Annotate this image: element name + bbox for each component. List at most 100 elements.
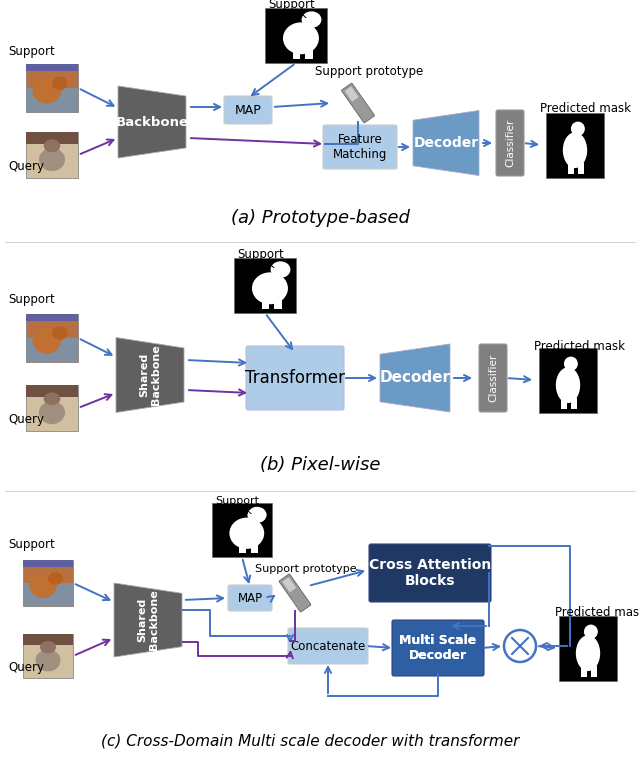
Text: Backbone: Backbone: [115, 115, 189, 129]
Ellipse shape: [564, 356, 578, 371]
Ellipse shape: [44, 139, 60, 152]
Bar: [212, 503, 272, 557]
Text: Support: Support: [8, 293, 55, 306]
FancyBboxPatch shape: [228, 585, 272, 611]
Bar: [251, 543, 258, 553]
Text: Predicted mask: Predicted mask: [555, 606, 640, 619]
Bar: [23, 560, 73, 567]
Text: MAP: MAP: [235, 104, 261, 117]
Ellipse shape: [571, 121, 585, 136]
FancyBboxPatch shape: [224, 96, 272, 124]
Polygon shape: [118, 86, 186, 158]
Polygon shape: [413, 111, 479, 176]
Ellipse shape: [271, 262, 291, 278]
Text: (a) Prototype-based: (a) Prototype-based: [230, 209, 410, 227]
Ellipse shape: [44, 393, 60, 406]
Bar: [26, 64, 78, 71]
Bar: [262, 299, 269, 309]
Bar: [561, 398, 567, 409]
Bar: [275, 299, 282, 309]
Text: MAP: MAP: [237, 591, 262, 604]
Ellipse shape: [39, 148, 65, 171]
Text: Support: Support: [8, 538, 55, 551]
Bar: [26, 88, 78, 112]
Bar: [305, 49, 313, 58]
Bar: [591, 666, 597, 677]
Bar: [23, 634, 73, 678]
Bar: [265, 8, 327, 62]
Text: mask: mask: [244, 258, 276, 271]
Bar: [234, 258, 296, 312]
Text: Support prototype: Support prototype: [315, 65, 423, 78]
Ellipse shape: [33, 327, 61, 353]
Bar: [293, 49, 300, 58]
Polygon shape: [380, 344, 450, 412]
Text: Classifier: Classifier: [505, 119, 515, 167]
Bar: [26, 314, 78, 362]
Bar: [572, 398, 577, 409]
Bar: [26, 385, 78, 396]
Text: Transformer: Transformer: [245, 369, 345, 387]
Text: Shared
Backbone: Shared Backbone: [137, 590, 159, 650]
Ellipse shape: [229, 518, 264, 549]
FancyBboxPatch shape: [369, 544, 491, 602]
Ellipse shape: [29, 572, 57, 598]
Ellipse shape: [584, 625, 598, 639]
Ellipse shape: [39, 401, 65, 424]
Polygon shape: [116, 337, 184, 412]
Text: Concatenate: Concatenate: [291, 640, 365, 653]
Text: mask: mask: [276, 8, 308, 21]
Text: mask: mask: [222, 506, 252, 516]
Bar: [581, 666, 587, 677]
Ellipse shape: [52, 327, 68, 340]
Text: Classifier: Classifier: [488, 354, 498, 402]
FancyBboxPatch shape: [279, 574, 311, 612]
Ellipse shape: [33, 77, 61, 104]
Text: Query: Query: [8, 661, 44, 674]
Bar: [23, 560, 73, 606]
Text: Decoder: Decoder: [413, 136, 479, 150]
Bar: [26, 132, 78, 178]
Text: Predicted mask: Predicted mask: [534, 340, 625, 353]
Text: (c) Cross-Domain Multi scale decoder with transformer: (c) Cross-Domain Multi scale decoder wit…: [101, 733, 519, 748]
Bar: [26, 132, 78, 143]
Ellipse shape: [252, 272, 288, 304]
Text: Multi Scale
Decoder: Multi Scale Decoder: [399, 634, 477, 662]
Bar: [539, 347, 597, 412]
Text: Feature
Matching: Feature Matching: [333, 133, 387, 161]
Polygon shape: [398, 622, 478, 674]
Ellipse shape: [301, 11, 321, 28]
Text: Support: Support: [268, 0, 315, 11]
Ellipse shape: [52, 77, 68, 90]
Text: Decoder: Decoder: [380, 371, 451, 386]
Text: Multi Scale
Decoder: Multi Scale Decoder: [399, 634, 477, 662]
FancyBboxPatch shape: [496, 110, 524, 176]
Text: Support prototype: Support prototype: [255, 564, 356, 574]
FancyBboxPatch shape: [323, 125, 397, 169]
Bar: [546, 112, 604, 177]
FancyBboxPatch shape: [288, 628, 368, 664]
Polygon shape: [114, 583, 182, 657]
Text: Cross Attention
Blocks: Cross Attention Blocks: [369, 558, 491, 588]
Text: Shared
Backbone: Shared Backbone: [140, 345, 161, 406]
Ellipse shape: [40, 641, 56, 653]
FancyBboxPatch shape: [392, 620, 484, 676]
Text: Predicted mask: Predicted mask: [540, 102, 631, 115]
FancyBboxPatch shape: [342, 83, 374, 123]
Text: Query: Query: [8, 160, 44, 173]
Bar: [559, 615, 617, 681]
Ellipse shape: [556, 368, 580, 403]
Text: Query: Query: [8, 413, 44, 426]
Bar: [239, 543, 246, 553]
Bar: [579, 163, 584, 174]
Bar: [23, 634, 73, 645]
FancyBboxPatch shape: [345, 86, 358, 102]
Bar: [568, 163, 574, 174]
Bar: [23, 583, 73, 606]
FancyBboxPatch shape: [282, 578, 296, 592]
Text: (b) Pixel-wise: (b) Pixel-wise: [260, 456, 380, 474]
Ellipse shape: [48, 572, 63, 585]
Ellipse shape: [248, 507, 267, 523]
Text: Support: Support: [8, 45, 55, 58]
Bar: [26, 385, 78, 431]
